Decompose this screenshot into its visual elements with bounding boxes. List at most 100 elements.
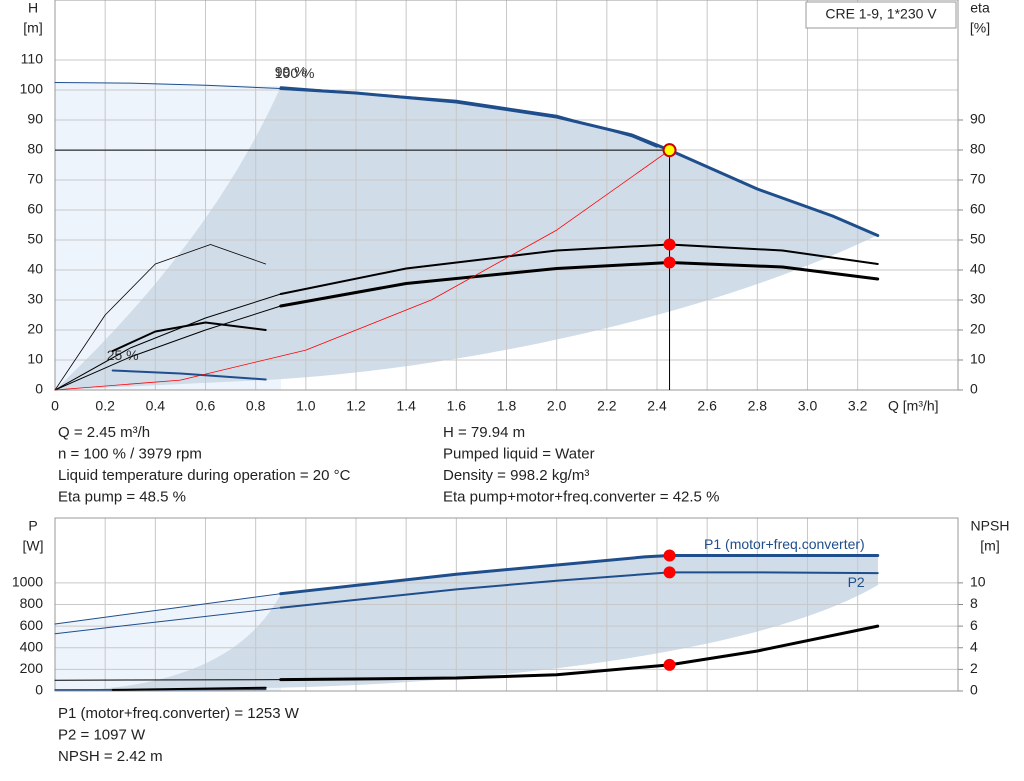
y-tick-label: 1000 bbox=[12, 574, 43, 590]
x-tick-label: 2.2 bbox=[597, 398, 617, 414]
y2-axis-label: NPSH bbox=[971, 518, 1010, 534]
y2-tick-label: 0 bbox=[970, 381, 978, 397]
duty-point bbox=[663, 549, 676, 562]
y-tick-label: 0 bbox=[35, 381, 43, 397]
y2-tick-label: 6 bbox=[970, 617, 978, 633]
x-tick-label: 1.0 bbox=[296, 398, 316, 414]
curve bbox=[279, 554, 880, 596]
y2-tick-label: 2 bbox=[970, 660, 978, 676]
y-tick-label: 50 bbox=[27, 231, 43, 247]
curve bbox=[279, 243, 879, 295]
info-text: Q = 2.45 m³/h bbox=[58, 424, 150, 441]
curve bbox=[279, 261, 880, 308]
info-text: P2 = 1097 W bbox=[58, 726, 146, 743]
x-tick-label: 3.0 bbox=[798, 398, 818, 414]
curve bbox=[54, 607, 282, 635]
x-tick-label: 1.4 bbox=[396, 398, 416, 414]
range-area bbox=[55, 86, 878, 390]
info-text: P1 (motor+freq.converter) = 1253 W bbox=[58, 705, 300, 722]
x-tick-label: 0.6 bbox=[196, 398, 216, 414]
y-tick-label: 800 bbox=[20, 595, 44, 611]
y-axis-label: P bbox=[28, 518, 37, 534]
x-tick-label: 2.8 bbox=[748, 398, 768, 414]
y2-tick-label: 70 bbox=[970, 171, 986, 187]
plot-frame bbox=[54, 517, 959, 692]
duty-point bbox=[663, 256, 676, 269]
y-tick-label: 40 bbox=[27, 261, 43, 277]
y-tick-label: 100 bbox=[20, 81, 44, 97]
duty-point bbox=[663, 566, 676, 579]
info-text: Pumped liquid = Water bbox=[443, 445, 595, 462]
x-tick-label: 2.6 bbox=[697, 398, 717, 414]
x-tick-label: 1.6 bbox=[447, 398, 467, 414]
y2-tick-label: 30 bbox=[970, 291, 986, 307]
y-tick-label: 200 bbox=[20, 660, 44, 676]
x-tick-label: 0.8 bbox=[246, 398, 266, 414]
curve bbox=[54, 305, 282, 391]
title-box bbox=[805, 1, 957, 29]
chart-title: CRE 1-9, 1*230 V bbox=[825, 6, 937, 22]
curve bbox=[279, 624, 880, 682]
curve-label: P2 bbox=[848, 574, 865, 590]
info-text: n = 100 % / 3979 rpm bbox=[58, 445, 202, 462]
y-tick-label: 90 bbox=[27, 111, 43, 127]
curve bbox=[111, 369, 267, 381]
y-tick-label: 10 bbox=[27, 351, 43, 367]
y2-tick-label: 90 bbox=[970, 111, 986, 127]
y-tick-label: 600 bbox=[20, 617, 44, 633]
info-text: Eta pump+motor+freq.converter = 42.5 % bbox=[443, 488, 719, 505]
curve bbox=[279, 571, 879, 609]
y2-tick-label: 10 bbox=[970, 574, 986, 590]
y-tick-label: 400 bbox=[20, 638, 44, 654]
y-tick-label: 80 bbox=[27, 141, 43, 157]
curve bbox=[111, 321, 267, 352]
curve bbox=[54, 293, 282, 391]
y2-tick-label: 80 bbox=[970, 141, 986, 157]
x-tick-label: 0.2 bbox=[95, 398, 115, 414]
y2-tick-label: 50 bbox=[970, 231, 986, 247]
curve bbox=[54, 679, 282, 681]
curve bbox=[54, 593, 282, 625]
info-text: NPSH = 2.42 m bbox=[58, 748, 163, 765]
curve-label: 25 % bbox=[107, 347, 139, 363]
y-tick-label: 70 bbox=[27, 171, 43, 187]
y2-axis-label: [m] bbox=[980, 538, 999, 554]
duty-point bbox=[662, 143, 677, 158]
x-tick-label: 1.8 bbox=[497, 398, 517, 414]
x-tick-label: 3.2 bbox=[848, 398, 868, 414]
x-tick-label: 0.4 bbox=[146, 398, 166, 414]
curve-label: 100 % bbox=[275, 65, 315, 81]
y2-axis-label: eta bbox=[970, 0, 990, 16]
y-tick-label: 60 bbox=[27, 201, 43, 217]
x-tick-label: 0 bbox=[51, 398, 59, 414]
x-axis-label: Q [m³/h] bbox=[888, 398, 939, 414]
info-text: H = 79.94 m bbox=[443, 424, 525, 441]
y-tick-label: 20 bbox=[27, 321, 43, 337]
y-tick-label: 110 bbox=[21, 51, 44, 67]
duty-point bbox=[663, 658, 676, 671]
x-tick-label: 2.4 bbox=[647, 398, 667, 414]
x-tick-label: 2.0 bbox=[547, 398, 567, 414]
y2-tick-label: 4 bbox=[970, 638, 978, 654]
y-tick-label: 30 bbox=[27, 291, 43, 307]
y2-tick-label: 40 bbox=[970, 261, 986, 277]
curve bbox=[54, 149, 670, 391]
y2-tick-label: 20 bbox=[970, 321, 986, 337]
info-text: Density = 998.2 kg/m³ bbox=[443, 467, 589, 484]
info-text: Liquid temperature during operation = 20… bbox=[58, 467, 351, 484]
y2-tick-label: 0 bbox=[970, 682, 978, 698]
y2-tick-label: 8 bbox=[970, 595, 978, 611]
curve-label: P1 (motor+freq.converter) bbox=[704, 536, 865, 552]
curve bbox=[54, 244, 267, 391]
y-axis-label: H bbox=[28, 0, 38, 16]
info-text: Eta pump = 48.5 % bbox=[58, 488, 186, 505]
x-tick-label: 1.2 bbox=[346, 398, 366, 414]
curve-label: 99 % bbox=[275, 64, 307, 80]
y2-tick-label: 60 bbox=[970, 201, 986, 217]
range-area bbox=[55, 556, 878, 691]
curve bbox=[54, 82, 282, 89]
y-tick-label: 0 bbox=[35, 682, 43, 698]
plot-frame bbox=[54, 0, 959, 391]
y-axis-label: [W] bbox=[23, 538, 44, 554]
y-axis-label: [m] bbox=[23, 20, 42, 36]
